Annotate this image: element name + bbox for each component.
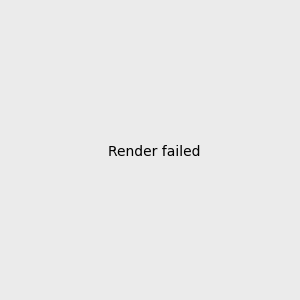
Text: Render failed: Render failed xyxy=(107,145,200,158)
